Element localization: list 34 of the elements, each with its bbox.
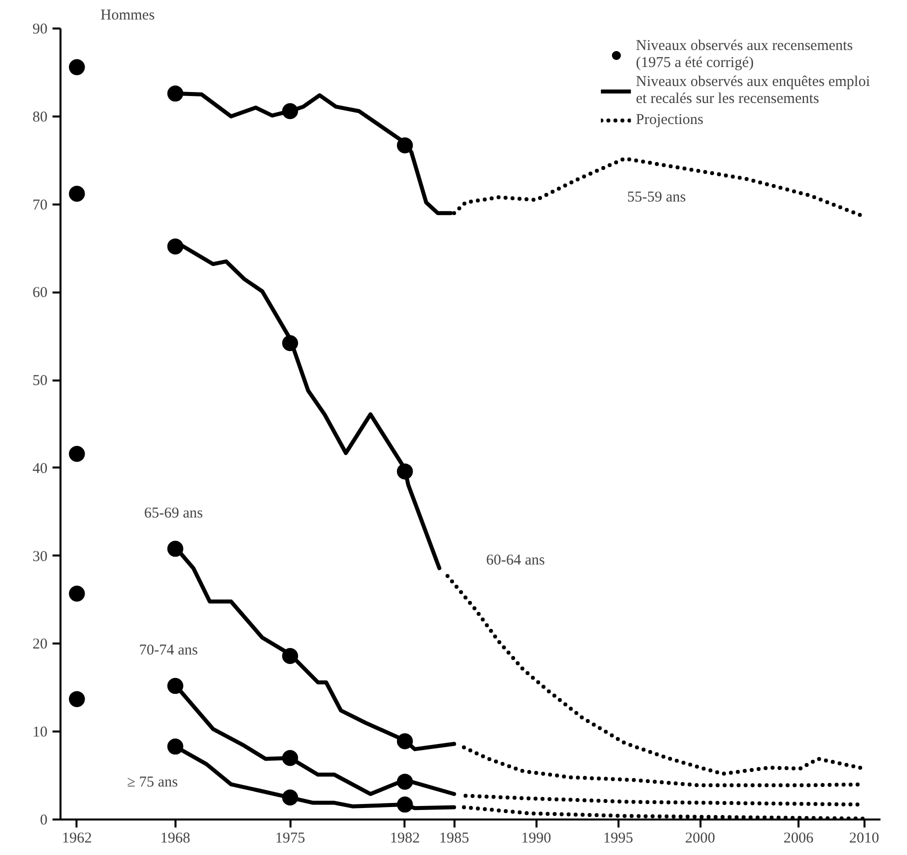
x-tick-label: 2010 [849,830,880,846]
y-tick-label: 30 [32,548,48,565]
y-tick-label: 90 [32,22,48,38]
annotation: ≥ 75 ans [127,774,178,790]
legend-label: Niveaux observés aux enquêtes emploi et recalés sur les recensements [636,74,870,108]
y-tick-label: 0 [40,812,48,828]
x-tick-label: 1982 [390,830,420,846]
annotation: 55-59 ans [627,190,686,206]
y-tick-label: 70 [32,197,48,214]
y-tick-label: 50 [32,373,48,390]
annotation: 65-69 ans [144,506,204,522]
x-tick-label: 2000 [685,830,716,846]
x-tick-label: 2006 [784,830,814,846]
x-tick-label: 1995 [603,830,634,846]
x-tick-label: 1962 [62,830,92,846]
chart-title: Hommes [100,8,155,24]
point [68,186,85,202]
point [68,59,85,76]
x-tick-label: 1990 [521,830,552,846]
point [68,691,85,708]
annotation: 70-74 ans [139,642,198,658]
y-tick-label: 10 [32,724,48,741]
y-tick-label: 20 [32,636,48,653]
legend-label: Projections [636,112,704,128]
y-tick-label: 40 [32,460,48,477]
x-tick-label: 1985 [439,830,470,846]
y-tick-label: 60 [32,285,48,302]
annotation: 60-64 ans [486,552,546,568]
x-tick-label: 1968 [160,830,190,846]
point [68,586,85,602]
x-tick-label: 1975 [275,830,306,846]
point [68,446,85,462]
legend-label: Niveaux observés aux recensements (1975 a été corrigé) [636,38,853,72]
y-tick-label: 80 [32,109,48,126]
